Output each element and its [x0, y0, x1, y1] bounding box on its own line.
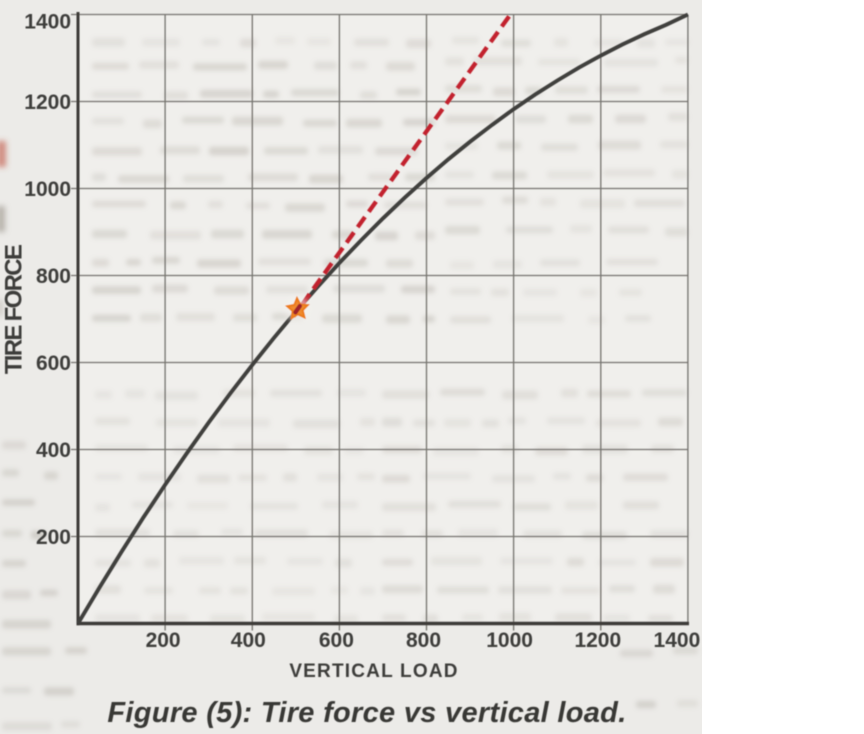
svg-text:600: 600	[36, 352, 71, 375]
svg-text:1000: 1000	[486, 629, 533, 652]
svg-text:Figure (5): Tire force vs vert: Figure (5): Tire force vs vertical load.	[107, 697, 626, 729]
svg-text:800: 800	[406, 629, 441, 652]
svg-text:VERTICAL LOAD: VERTICAL LOAD	[289, 661, 458, 682]
svg-text:1200: 1200	[574, 629, 621, 652]
svg-text:1400: 1400	[24, 11, 71, 34]
svg-text:1000: 1000	[24, 178, 71, 201]
svg-text:400: 400	[231, 629, 266, 652]
svg-text:400: 400	[36, 439, 71, 462]
svg-text:600: 600	[319, 629, 354, 652]
svg-text:1200: 1200	[24, 91, 71, 114]
svg-text:800: 800	[36, 265, 71, 288]
svg-text:200: 200	[146, 629, 181, 652]
svg-text:1400: 1400	[654, 629, 701, 652]
svg-text:TIRE FORCE: TIRE FORCE	[1, 244, 28, 374]
svg-text:200: 200	[36, 526, 71, 549]
